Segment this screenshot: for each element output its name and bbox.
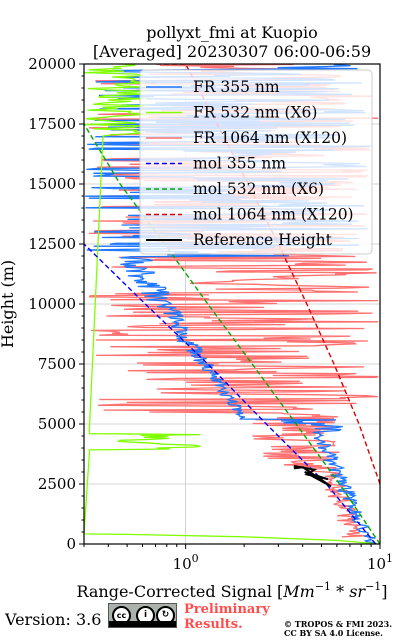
y-tick-label: 10000: [28, 295, 76, 313]
copyright-line2: CC BY SA 4.0 License.: [284, 628, 383, 638]
chart-title-line1: pollyxt_fmi at Kuopio: [146, 23, 317, 42]
series-line: [293, 465, 332, 488]
legend-label: mol 355 nm: [193, 155, 286, 173]
x-tick-label: 101: [367, 552, 393, 573]
y-tick-label: 5000: [38, 415, 76, 433]
preliminary-line2: Results.: [184, 617, 243, 632]
legend-label: FR 355 nm: [193, 78, 280, 96]
y-tick-label: 7500: [38, 355, 76, 373]
series-line: [85, 64, 376, 544]
legend-label: FR 1064 nm (X120): [193, 129, 347, 147]
x-tick-label: 100: [173, 552, 199, 573]
y-axis-label: Height (m): [0, 260, 17, 348]
legend-label: FR 532 nm (X6): [193, 104, 317, 122]
legend-label: mol 1064 nm (X120): [193, 206, 354, 224]
legend-label: mol 532 nm (X6): [193, 180, 324, 198]
series-line: [84, 243, 377, 544]
series-line: [84, 64, 380, 544]
preliminary-notice: Preliminary Results.: [184, 602, 270, 632]
version-label: Version: 3.6: [5, 610, 102, 629]
cc-icon: cc: [112, 606, 131, 625]
x-axis-ticks: 100 101: [83, 544, 393, 573]
y-tick-label: 2500: [38, 475, 76, 493]
y-tick-label: 17500: [28, 115, 76, 133]
legend-label: Reference Height: [193, 231, 333, 249]
y-axis-ticks: 0 2500 5000 7500 10000 12500 15000 17500 20000: [28, 55, 84, 553]
series-line: [84, 123, 380, 544]
y-tick-label: 20000: [28, 55, 76, 73]
copyright-notice: © TROPOS & FMI 2023. CC BY SA 4.0 Licens…: [284, 620, 392, 638]
sa-icon: ↻: [156, 606, 175, 625]
y-tick-label: 12500: [28, 235, 76, 253]
cc-license-badge: cc i ↻: [108, 603, 177, 628]
legend: FR 355 nm FR 532 nm (X6) FR 1064 nm (X120)…: [139, 69, 373, 255]
y-tick-label: 15000: [28, 175, 76, 193]
copyright-line1: © TROPOS & FMI 2023.: [284, 619, 393, 629]
y-tick-label: 0: [66, 535, 76, 553]
legend-box: [139, 69, 373, 255]
chart-title-line2: [Averaged] 20230307 06:00-06:59: [93, 42, 371, 61]
preliminary-line1: Preliminary: [184, 602, 270, 617]
cc-label-strip: [109, 621, 176, 627]
x-axis-label: Range-Corrected Signal [Mm−1 * sr−1]: [76, 580, 387, 601]
